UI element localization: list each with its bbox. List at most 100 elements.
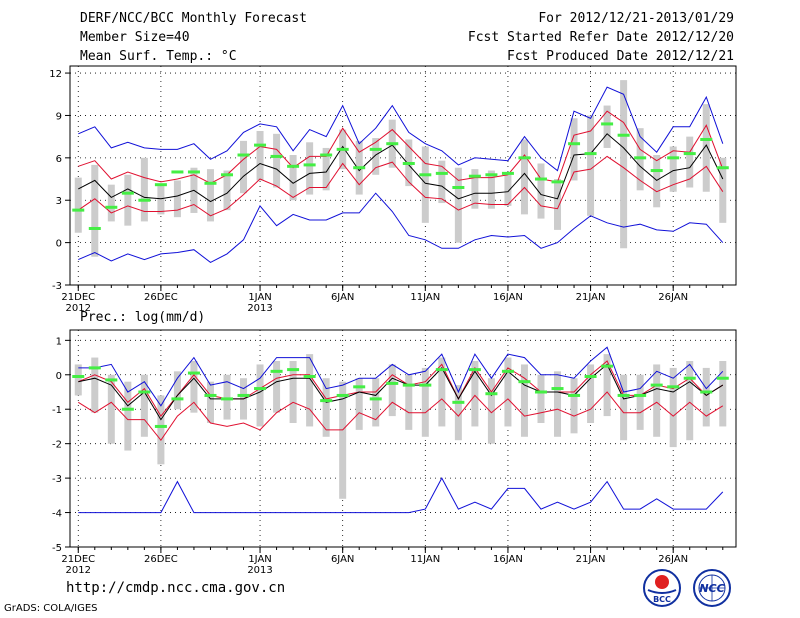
precip-spread-bar [504, 357, 512, 427]
temp-obs-marker [220, 173, 233, 177]
temp-spread-bar [206, 169, 214, 222]
precip-spread-bar [702, 367, 710, 427]
temp-obs-marker [501, 171, 514, 175]
precip-xtick-label: 26JAN [658, 554, 688, 565]
precip-spread-bar [438, 357, 446, 427]
precip-obs-marker [402, 383, 415, 387]
temp-obs-marker [154, 183, 167, 187]
temp-xtick-label: 1JAN [248, 292, 271, 303]
member-size-label: Member Size=40 [80, 30, 190, 45]
variable-label: Mean Surf. Temp.: °C [80, 49, 237, 64]
temp-obs-marker [419, 173, 432, 177]
precip-spread-bar [289, 361, 297, 423]
precip-obs-marker [171, 397, 184, 401]
temp-xtick-sublabel: 2013 [247, 303, 272, 314]
precip-obs-marker [154, 424, 167, 428]
temp-obs-marker [534, 177, 547, 181]
temp-spread-bar [520, 139, 528, 215]
precip-spread-bar [74, 364, 82, 396]
precip-spread-bar [421, 367, 429, 437]
temp-ytick-label: 6 [56, 154, 62, 165]
precip-xtick-sublabel: 2012 [66, 565, 91, 576]
temp-obs-marker [601, 122, 614, 126]
precip-obs-marker [254, 387, 267, 391]
temp-line-upper-bound [78, 110, 724, 184]
temp-spread-bar [620, 80, 628, 249]
precip-obs-marker [237, 393, 250, 397]
ncc-logo: NCC [693, 569, 731, 607]
temp-obs-marker [88, 226, 101, 230]
temp-spread-bar [91, 164, 99, 257]
precip-ytick-label: -4 [52, 509, 62, 520]
precip-xtick-label: 21DEC [61, 554, 95, 565]
temp-obs-marker [303, 163, 316, 167]
precip-ytick-label: -3 [52, 474, 62, 485]
precip-spread-bar [487, 378, 495, 444]
temp-obs-marker [584, 152, 597, 156]
precip-spread-bar [537, 374, 545, 423]
precip-obs-marker [452, 400, 465, 404]
precip-spread-bar [471, 361, 479, 427]
temp-spread-bar [719, 157, 727, 223]
precip-xtick-label: 21JAN [576, 554, 606, 565]
precip-spread-bar [355, 378, 363, 430]
precip-obs-marker [650, 383, 663, 387]
temp-spread-bar [223, 170, 231, 211]
temp-spread-bar [537, 163, 545, 219]
temp-spread-bar [471, 169, 479, 209]
precip-panel-title: Prec.: log(mm/d) [80, 310, 206, 325]
precip-obs-marker [551, 387, 564, 391]
temp-obs-marker [287, 164, 300, 168]
temp-xtick-label: 26JAN [658, 292, 688, 303]
temp-obs-marker [485, 173, 498, 177]
precip-obs-marker [336, 393, 349, 397]
temp-line-lower-bound [78, 155, 724, 217]
precip-obs-marker [435, 368, 448, 372]
temp-spread-bar [454, 167, 462, 243]
temp-spread-bar [240, 140, 248, 194]
temp-xtick-label: 26DEC [144, 292, 178, 303]
precip-obs-marker [601, 364, 614, 368]
temp-obs-marker [568, 142, 581, 146]
precip-obs-marker [419, 383, 432, 387]
precip-obs-marker [121, 407, 134, 411]
source-url[interactable]: http://cmdp.ncc.cma.gov.cn [66, 580, 286, 596]
precip-spread-bar [669, 367, 677, 448]
temp-obs-marker [468, 174, 481, 178]
precip-xtick-label: 6JAN [331, 554, 354, 565]
temp-spread-bar [487, 170, 495, 209]
temp-spread-bar [504, 171, 512, 206]
temp-obs-marker [105, 205, 118, 209]
precip-spread-bar [107, 374, 115, 444]
temp-spread-bar [653, 155, 661, 208]
temp-obs-marker [551, 180, 564, 184]
precip-obs-marker [287, 368, 300, 372]
precip-spread-bar [322, 378, 330, 437]
temp-obs-marker [700, 137, 713, 141]
precip-obs-marker [683, 376, 696, 380]
precip-obs-marker [534, 390, 547, 394]
precip-spread-bar [190, 361, 198, 413]
temp-spread-bar [173, 180, 181, 218]
logos: BCC NCC [643, 569, 731, 607]
temp-xtick-label: 11JAN [410, 292, 440, 303]
bcc-logo-text: BCC [653, 595, 671, 604]
precip-obs-marker [138, 390, 151, 394]
temp-spread-bar [74, 177, 82, 233]
precip-obs-marker [204, 393, 217, 397]
temp-spread-bar [306, 142, 314, 195]
precip-obs-marker [584, 375, 597, 378]
temp-obs-marker [336, 147, 349, 151]
temp-spread-bar [273, 133, 281, 188]
precip-obs-marker [518, 380, 531, 384]
precip-frame [69, 329, 737, 548]
temp-spread-bar [438, 160, 446, 204]
temp-obs-marker [237, 153, 250, 157]
precip-spread-bar [124, 381, 132, 451]
temp-obs-marker [386, 142, 399, 146]
precip-spread-bar [636, 374, 644, 430]
precip-spread-bar [206, 381, 214, 423]
precip-obs-marker [353, 385, 366, 389]
precip-ytick-label: -5 [52, 543, 62, 554]
